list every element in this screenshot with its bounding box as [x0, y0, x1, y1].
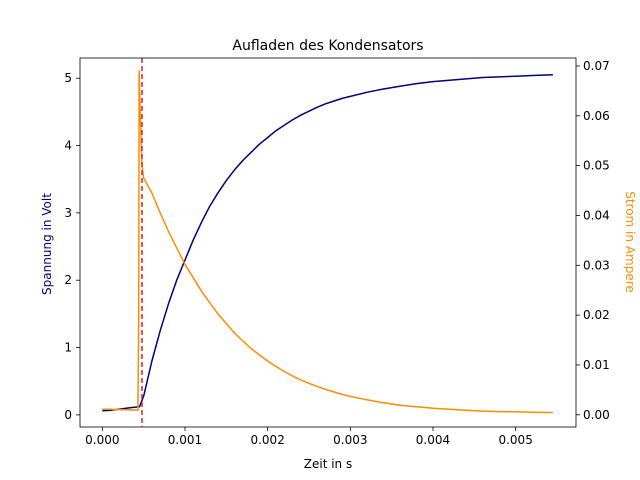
- left-y-axis-label: Spannung in Volt: [40, 193, 54, 295]
- chart-marks: 0.000 0.001 0.002 0.003 0.004 0.005 0 1 2 3 4 5 0.00…: [64, 57, 610, 447]
- right-y-tick-label: 0.02: [583, 308, 610, 322]
- right-y-axis-label: Strom in Ampere: [623, 191, 637, 293]
- right-y-tick-label: 0.05: [583, 159, 610, 173]
- left-y-tick-label: 0: [64, 408, 72, 422]
- left-y-tick-label: 3: [64, 206, 72, 220]
- x-tick-label: 0.002: [250, 433, 284, 447]
- x-axis-label: Zeit in s: [304, 457, 352, 471]
- right-y-tick-label: 0.00: [583, 408, 610, 422]
- x-tick-label: 0.000: [85, 433, 119, 447]
- chart-title: Aufladen des Kondensators: [232, 38, 423, 54]
- current-series-line: [102, 70, 553, 414]
- voltage-series-line: [102, 74, 553, 412]
- right-y-tick-label: 0.03: [583, 258, 610, 272]
- left-y-tick-label: 5: [64, 71, 72, 85]
- x-tick-label: 0.005: [498, 433, 532, 447]
- left-y-tick-label: 2: [64, 273, 72, 287]
- x-tick-label: 0.001: [168, 433, 202, 447]
- right-y-tick-label: 0.04: [583, 208, 610, 222]
- right-y-tick-label: 0.01: [583, 358, 610, 372]
- x-tick-label: 0.003: [333, 433, 367, 447]
- right-y-tick-label: 0.07: [583, 59, 610, 73]
- left-y-tick-label: 4: [64, 139, 72, 153]
- right-y-tick-label: 0.06: [583, 109, 610, 123]
- left-y-tick-label: 1: [64, 341, 72, 355]
- plot-frame: [79, 57, 577, 428]
- x-tick-label: 0.004: [416, 433, 450, 447]
